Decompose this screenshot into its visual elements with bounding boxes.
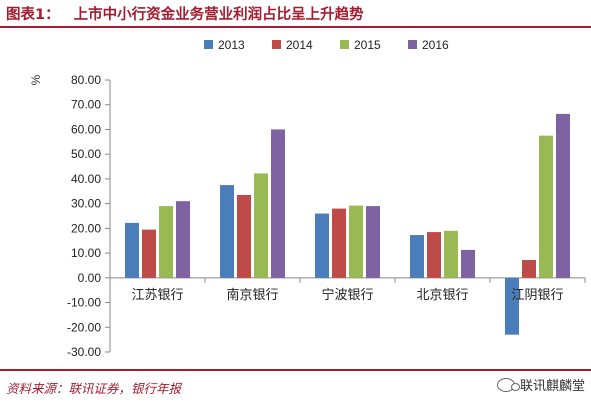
figure-title: 图表1： 上市中小行资金业务营业利润占比呈上升趋势 xyxy=(6,3,364,24)
bar-2014 xyxy=(142,229,156,278)
legend-label: 2013 xyxy=(218,38,245,52)
y-tick-label: 10.00 xyxy=(71,246,101,260)
bar-2015 xyxy=(444,230,458,278)
bar-2015 xyxy=(159,206,173,278)
bar-2014 xyxy=(522,260,536,278)
x-tick-label: 江苏银行 xyxy=(131,287,183,303)
x-tick-label: 南京银行 xyxy=(226,287,278,303)
legend-swatch-2014 xyxy=(272,40,281,49)
bar-2016 xyxy=(461,249,475,278)
bar-2014 xyxy=(427,232,441,278)
wechat-icon xyxy=(496,377,520,392)
y-tick-label: 80.00 xyxy=(71,73,101,87)
bar-2016 xyxy=(366,206,380,278)
bar-2015 xyxy=(254,173,268,278)
bar-2014 xyxy=(237,194,251,278)
x-tick-label: 宁波银行 xyxy=(321,287,373,303)
y-tick-label: 70.00 xyxy=(71,98,101,112)
y-tick-label: -30.00 xyxy=(67,345,101,359)
bar-2016 xyxy=(176,201,190,278)
x-tick-label: 江阴银行 xyxy=(511,288,563,303)
watermark-text: 联讯麒麟堂 xyxy=(519,379,585,394)
bar-2015 xyxy=(349,205,363,278)
figure-footer: 资料来源：联讯证券，银行年报 联讯麒麟堂 xyxy=(0,369,591,408)
y-tick-label: -10.00 xyxy=(67,296,101,310)
figure-label: 图表1： xyxy=(6,7,60,23)
legend-label: 2015 xyxy=(354,38,381,52)
figure-title-text: 上市中小行资金业务营业利润占比呈上升趋势 xyxy=(73,7,364,23)
legend-label: 2014 xyxy=(286,38,313,52)
watermark: 联讯麒麟堂 xyxy=(496,375,585,394)
y-tick-label: 20.00 xyxy=(71,221,101,235)
legend-label: 2016 xyxy=(422,38,449,52)
y-tick-label: 50.00 xyxy=(71,147,101,161)
x-tick-label: 北京银行 xyxy=(416,288,468,303)
bar-2013 xyxy=(505,277,519,335)
figure-header: 图表1： 上市中小行资金业务营业利润占比呈上升趋势 xyxy=(0,0,591,28)
bar-2013 xyxy=(410,235,424,278)
source-note: 资料来源：联讯证券，银行年报 xyxy=(6,381,182,396)
bar-2014 xyxy=(332,208,346,278)
legend-swatch-2016 xyxy=(408,40,417,49)
bar-2015 xyxy=(539,135,553,278)
y-tick-label: -20.00 xyxy=(67,320,101,334)
y-tick-label: 60.00 xyxy=(71,122,101,136)
bar-2013 xyxy=(220,185,234,278)
bar-chart: % 80.00 70.00 60.00 50.00 40.00 30.00 20.00 10.0… xyxy=(29,38,586,359)
y-tick-label: 0.00 xyxy=(78,271,102,285)
legend-swatch-2013 xyxy=(204,40,213,49)
y-tick-label: 30.00 xyxy=(71,197,101,211)
bar-2016 xyxy=(556,113,570,278)
y-tick-label: 40.00 xyxy=(71,172,101,186)
bar-2013 xyxy=(315,213,329,278)
bar-2013 xyxy=(125,222,139,278)
y-axis-label: % xyxy=(29,74,43,85)
legend-swatch-2015 xyxy=(340,40,349,49)
bar-2016 xyxy=(271,129,285,278)
